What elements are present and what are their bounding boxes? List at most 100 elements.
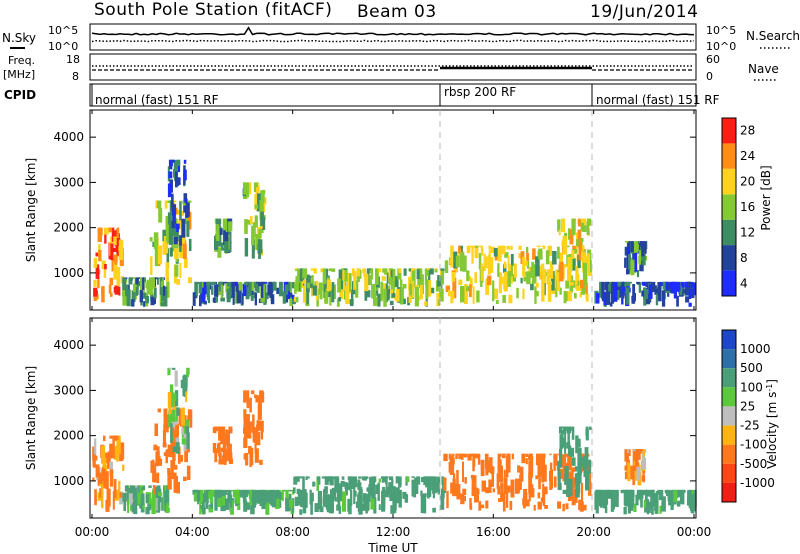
velocity-scatter-cell — [402, 491, 407, 499]
velocity-scatter-cell — [583, 464, 587, 477]
power-scatter-cell — [172, 159, 175, 162]
velocity-scatter-cell — [624, 449, 628, 462]
power-scatter-cell — [93, 295, 97, 302]
velocity-scatter-cell — [212, 443, 217, 453]
power-y-title: Slant Range [km] — [24, 158, 38, 262]
power-scatter-cell — [95, 264, 100, 279]
power-scatter-cell — [222, 218, 225, 233]
power-scatter-cell — [687, 281, 691, 286]
power-scatter-cell — [458, 245, 461, 254]
power-scatter-cell — [260, 190, 265, 207]
power-scatter-cell — [306, 286, 309, 305]
velocity-scatter-cell — [588, 459, 592, 474]
power-scatter-cell — [244, 281, 248, 286]
velocity-scatter-cell — [228, 489, 232, 504]
velocity-scatter-cell — [383, 489, 389, 498]
velocity-scatter-cell — [249, 489, 252, 498]
velocity-scatter-cell — [193, 489, 197, 502]
power-scatter-cell — [218, 281, 222, 292]
power-scatter-cell — [161, 293, 165, 302]
power-scatter-cell — [543, 245, 546, 249]
velocity-scatter-cell — [122, 464, 125, 471]
velocity-scatter-cell — [249, 449, 252, 467]
power-scatter-cell — [208, 281, 212, 286]
power-scatter-cell — [235, 283, 240, 292]
power-scatter-cell — [164, 200, 168, 209]
power-colorbar-swatch — [722, 219, 736, 246]
power-scatter-cell — [129, 277, 133, 281]
power-colorbar-tick: 16 — [740, 200, 755, 214]
power-scatter-cell — [559, 287, 562, 295]
velocity-scatter-cell — [218, 452, 222, 460]
velocity-scatter-cell — [305, 476, 308, 480]
y-tick-label: 3000 — [53, 383, 84, 397]
velocity-scatter-cell — [544, 505, 548, 509]
power-colorbar-tick: 4 — [740, 276, 748, 290]
power-scatter-cell — [186, 220, 190, 237]
velocity-scatter-cell — [177, 446, 181, 464]
velocity-scatter-cell — [200, 489, 204, 504]
power-scatter-cell — [523, 276, 528, 282]
velocity-scatter-cell — [168, 414, 172, 427]
velocity-scatter-cell — [172, 426, 175, 431]
power-scatter-cell — [544, 271, 549, 277]
velocity-colorbar-tick: -25 — [740, 419, 760, 433]
power-scatter-cell — [611, 283, 615, 304]
velocity-scatter-cell — [522, 498, 526, 506]
velocity-scatter-cell — [420, 490, 423, 497]
power-scatter-cell — [601, 281, 605, 300]
velocity-scatter-cell — [199, 500, 202, 515]
velocity-scatter-cell — [645, 489, 648, 504]
power-scatter-cell — [642, 281, 646, 286]
power-scatter-cell — [351, 289, 354, 307]
power-scatter-cell — [133, 292, 136, 302]
velocity-scatter-cell — [446, 490, 449, 509]
power-scatter-cell — [466, 245, 471, 254]
velocity-colorbar-tick: -500 — [740, 457, 767, 471]
power-scatter-cell — [251, 281, 254, 291]
velocity-scatter-cell — [431, 479, 435, 491]
power-scatter-cell — [269, 282, 273, 298]
velocity-scatter-cell — [209, 489, 214, 504]
power-scatter-cell — [468, 284, 472, 298]
power-scatter-cell — [664, 281, 669, 290]
power-scatter-cell — [559, 261, 564, 282]
power-scatter-cell — [577, 218, 581, 227]
power-scatter-cell — [109, 277, 114, 286]
velocity-scatter-cell — [440, 491, 445, 499]
velocity-scatter-cell — [139, 503, 143, 509]
power-scatter-cell — [389, 268, 393, 270]
velocity-scatter-cell — [245, 418, 249, 439]
velocity-scatter-cell — [388, 482, 393, 498]
power-scatter-cell — [389, 300, 394, 306]
power-scatter-cell — [132, 277, 137, 279]
power-colorbar-tick: 12 — [740, 225, 755, 239]
velocity-scatter-cell — [157, 492, 162, 497]
velocity-scatter-cell — [569, 447, 575, 457]
velocity-colorbar-swatch — [722, 368, 736, 388]
power-scatter-cell — [111, 258, 115, 272]
velocity-scatter-cell — [537, 453, 540, 460]
power-scatter-cell — [342, 268, 347, 270]
velocity-scatter-cell — [600, 490, 603, 508]
power-scatter-cell — [575, 265, 578, 286]
power-scatter-cell — [153, 232, 159, 250]
power-scatter-cell — [135, 286, 138, 296]
velocity-scatter-cell — [147, 492, 152, 505]
power-scatter-cell — [337, 278, 341, 293]
velocity-scatter-cell — [491, 469, 494, 487]
velocity-scatter-cell — [480, 504, 485, 509]
power-scatter-cell — [295, 296, 299, 303]
velocity-scatter-cell — [611, 489, 615, 502]
power-scatter-cell — [430, 287, 435, 294]
velocity-scatter-cell — [175, 476, 178, 484]
power-scatter-cell — [450, 249, 453, 268]
power-scatter-cell — [606, 291, 611, 305]
velocity-scatter-cell — [416, 476, 421, 485]
power-scatter-cell — [349, 273, 352, 292]
noise-traces — [91, 26, 695, 43]
velocity-scatter-cell — [168, 367, 172, 370]
velocity-scatter-cell — [329, 477, 334, 486]
power-scatter-cell — [569, 281, 574, 286]
power-scatter-cell — [256, 281, 260, 284]
